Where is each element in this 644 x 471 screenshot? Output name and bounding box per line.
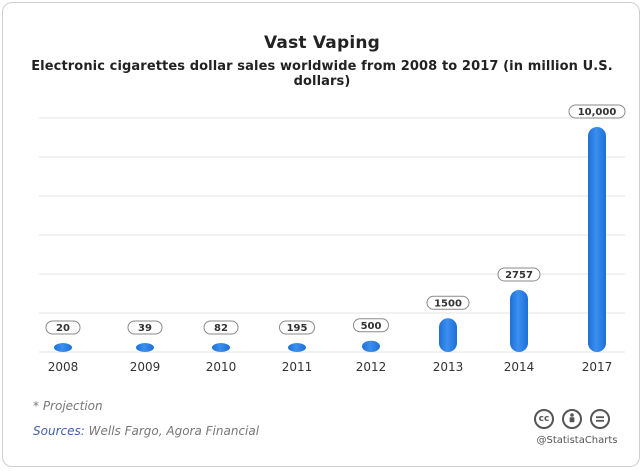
bar-2008: [54, 343, 72, 352]
value-label-pill: [279, 320, 315, 335]
x-tick-label: 2008: [48, 360, 79, 374]
value-label-pill: [568, 104, 626, 119]
value-label-pill: [426, 295, 470, 310]
value-label-pill: [203, 320, 239, 335]
value-label-pill: [353, 318, 389, 333]
value-label: 500: [361, 321, 382, 332]
bar-2009: [136, 343, 154, 352]
value-label: 39: [138, 323, 152, 334]
license-icons: cc: [534, 409, 618, 433]
x-tick-label: 2010: [206, 360, 237, 374]
value-label-pill: [45, 320, 81, 335]
bar-2017: [588, 127, 606, 352]
value-label-pill: [127, 320, 163, 335]
value-label: 82: [214, 323, 228, 334]
value-label: 10,000: [578, 107, 617, 118]
sources-text: Wells Fargo, Agora Financial: [88, 424, 260, 438]
sources-label: Sources:: [33, 424, 85, 438]
x-tick-label: 2013: [433, 360, 464, 374]
projection-note: * Projection: [33, 399, 103, 413]
bar-2013: [439, 318, 457, 352]
bar-2012: [362, 340, 380, 352]
value-label: 20: [56, 323, 70, 334]
value-label: 2757: [505, 270, 533, 281]
value-label-pill: [497, 267, 541, 282]
cc-icon: cc: [534, 409, 554, 429]
bar-2014: [510, 289, 528, 352]
chart-title: Vast Vaping: [263, 33, 381, 53]
chart-subtitle: Electronic cigarettes dollar sales world…: [31, 59, 613, 89]
x-tick-label: 2009: [130, 360, 161, 374]
person-icon: [562, 409, 582, 429]
x-tick-label: 2012: [356, 360, 387, 374]
value-label: 195: [287, 323, 308, 334]
bar-2011: [288, 343, 306, 352]
bar-chart: 20 39 82 195 500 1500 2757 10,000 2008 2009 2010 2…: [39, 104, 626, 374]
x-tick-label: 2017: [582, 360, 613, 374]
x-tick-label: 2014: [504, 360, 535, 374]
value-label: 1500: [434, 298, 462, 309]
bar-2010: [212, 343, 230, 352]
sources-line: Sources: Wells Fargo, Agora Financial: [33, 424, 259, 438]
chart-card: Vast Vaping Electronic cigarettes dollar…: [2, 2, 640, 467]
equals-icon: [590, 409, 610, 429]
x-tick-label: 2011: [282, 360, 313, 374]
brand-handle: @StatistaCharts: [536, 435, 618, 446]
